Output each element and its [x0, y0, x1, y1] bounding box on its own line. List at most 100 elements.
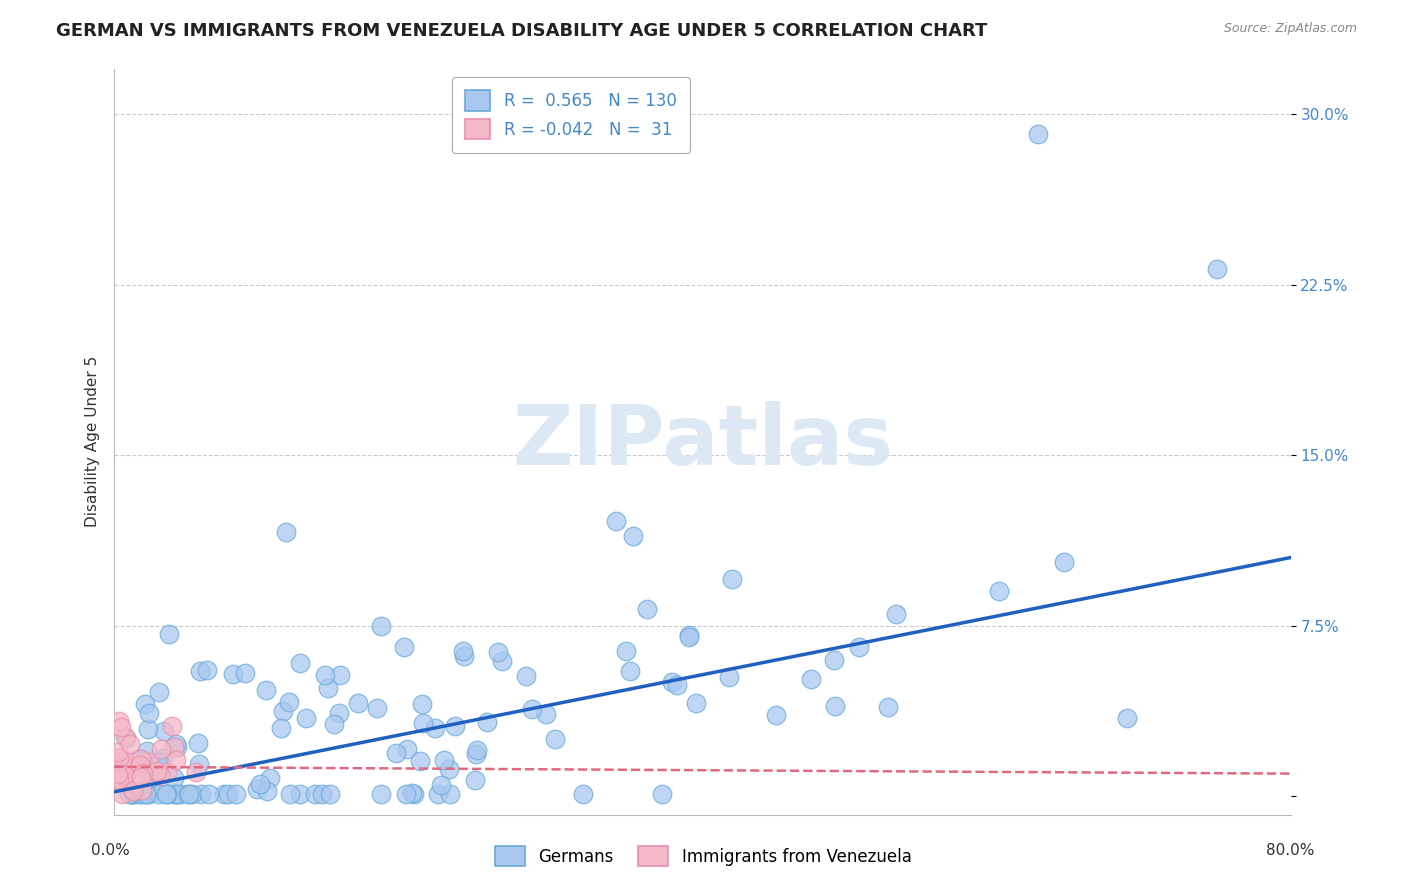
Point	[430, 778, 453, 792]
Text: Source: ZipAtlas.com: Source: ZipAtlas.com	[1223, 22, 1357, 36]
Point	[439, 787, 461, 801]
Point	[233, 665, 256, 680]
Point	[884, 607, 907, 621]
Point	[451, 643, 474, 657]
Point	[329, 668, 352, 682]
Point	[114, 767, 136, 781]
Point	[156, 764, 179, 779]
Point	[131, 766, 153, 780]
Point	[465, 747, 488, 761]
Point	[124, 787, 146, 801]
Point	[409, 754, 432, 768]
Point	[314, 668, 336, 682]
Point	[169, 787, 191, 801]
Point	[665, 678, 688, 692]
Point	[412, 716, 434, 731]
Point	[427, 787, 450, 801]
Point	[135, 787, 157, 801]
Point	[155, 787, 177, 801]
Point	[152, 724, 174, 739]
Point	[316, 681, 339, 695]
Point	[636, 602, 658, 616]
Point	[1053, 555, 1076, 569]
Point	[152, 751, 174, 765]
Point	[138, 706, 160, 721]
Point	[823, 653, 845, 667]
Point	[186, 736, 208, 750]
Point	[304, 787, 326, 801]
Point	[432, 752, 454, 766]
Y-axis label: Disability Age Under 5: Disability Age Under 5	[86, 356, 100, 527]
Point	[118, 760, 141, 774]
Point	[190, 787, 212, 801]
Point	[1206, 261, 1229, 276]
Point	[848, 640, 870, 654]
Point	[122, 784, 145, 798]
Point	[157, 627, 180, 641]
Point	[107, 767, 129, 781]
Point	[678, 630, 700, 644]
Point	[319, 787, 342, 801]
Point	[217, 787, 239, 801]
Point	[121, 787, 143, 801]
Point	[180, 787, 202, 801]
Point	[118, 787, 141, 801]
Point	[184, 764, 207, 779]
Point	[720, 572, 742, 586]
Point	[139, 780, 162, 795]
Point	[256, 784, 278, 798]
Text: 0.0%: 0.0%	[91, 843, 131, 858]
Point	[439, 762, 461, 776]
Point	[167, 787, 190, 801]
Point	[288, 787, 311, 801]
Point	[366, 701, 388, 715]
Point	[155, 787, 177, 801]
Point	[197, 787, 219, 801]
Point	[605, 514, 627, 528]
Point	[179, 787, 201, 801]
Point	[129, 752, 152, 766]
Point	[259, 771, 281, 785]
Point	[165, 753, 187, 767]
Point	[127, 752, 149, 766]
Point	[465, 743, 488, 757]
Point	[395, 742, 418, 756]
Point	[114, 768, 136, 782]
Point	[274, 524, 297, 539]
Point	[135, 744, 157, 758]
Point	[129, 758, 152, 772]
Point	[475, 715, 498, 730]
Point	[651, 787, 673, 801]
Point	[188, 757, 211, 772]
Point	[486, 645, 509, 659]
Point	[394, 640, 416, 655]
Point	[212, 787, 235, 801]
Point	[165, 787, 187, 801]
Point	[112, 759, 135, 773]
Point	[718, 670, 741, 684]
Point	[120, 755, 142, 769]
Point	[131, 784, 153, 798]
Point	[163, 771, 186, 785]
Point	[328, 706, 350, 721]
Point	[128, 787, 150, 801]
Point	[280, 787, 302, 801]
Point	[138, 787, 160, 801]
Point	[322, 717, 344, 731]
Point	[136, 722, 159, 736]
Point	[222, 666, 245, 681]
Point	[271, 705, 294, 719]
Point	[149, 768, 172, 782]
Text: GERMAN VS IMMIGRANTS FROM VENEZUELA DISABILITY AGE UNDER 5 CORRELATION CHART: GERMAN VS IMMIGRANTS FROM VENEZUELA DISA…	[56, 22, 987, 40]
Point	[107, 751, 129, 765]
Point	[404, 787, 426, 801]
Point	[135, 787, 157, 801]
Point	[520, 701, 543, 715]
Point	[176, 787, 198, 801]
Text: ZIPatlas: ZIPatlas	[512, 401, 893, 482]
Point	[395, 787, 418, 801]
Point	[249, 777, 271, 791]
Point	[149, 756, 172, 770]
Point	[876, 700, 898, 714]
Point	[131, 770, 153, 784]
